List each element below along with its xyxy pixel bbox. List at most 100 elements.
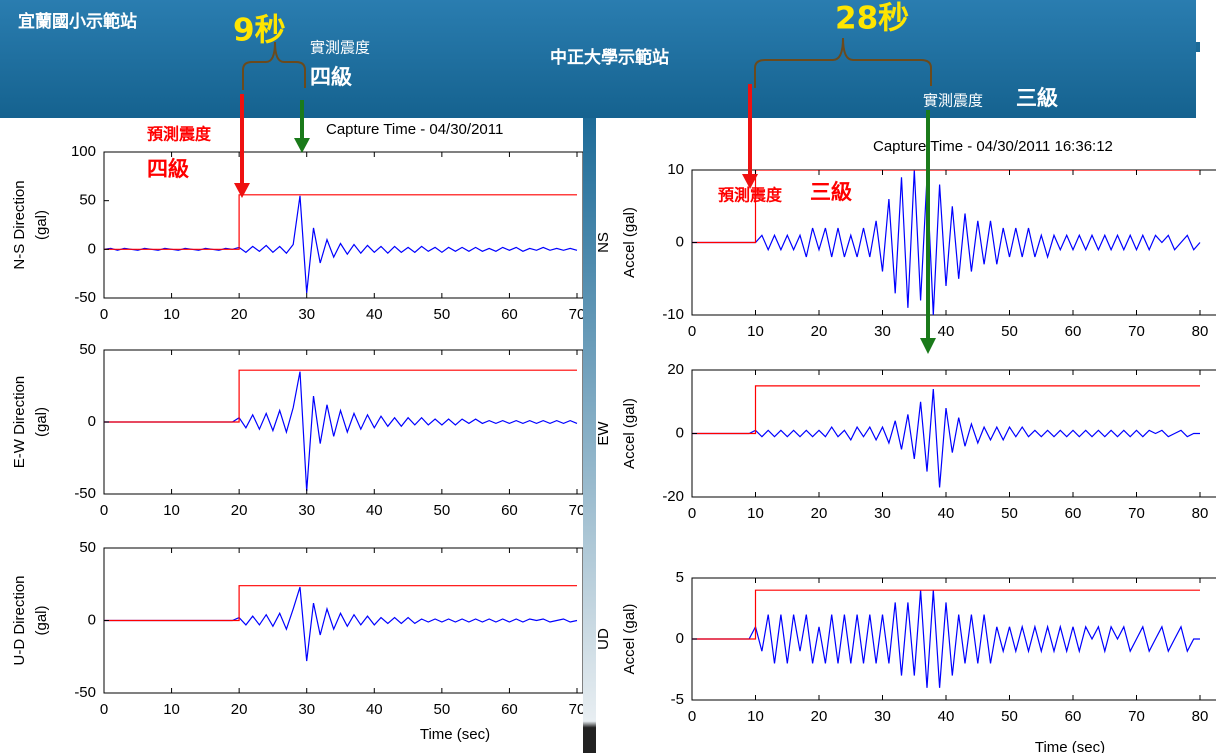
x-tick-label: 20 [811, 323, 828, 340]
y-axis-label: E-W Direction [11, 376, 28, 469]
y-tick-label: 50 [79, 192, 96, 209]
x-tick-label: 50 [434, 306, 451, 323]
y-tick-label: -5 [671, 691, 684, 708]
chart-title: Capture Time - 04/30/2011 [326, 121, 503, 138]
y-tick-label: -50 [74, 485, 96, 502]
x-tick-label: 40 [366, 502, 383, 519]
x-tick-label: 80 [1192, 323, 1209, 340]
x-tick-label: 60 [1065, 505, 1082, 522]
y-axis-label: Accel (gal) [621, 398, 638, 469]
y-axis-label: Accel (gal) [621, 604, 638, 675]
x-tick-label: 30 [298, 306, 315, 323]
arrow-head [294, 138, 310, 153]
y-tick-label: 100 [71, 143, 96, 160]
x-tick-label: 0 [100, 306, 108, 323]
x-tick-label: 0 [688, 505, 696, 522]
station-right: 中正大學示範站 [550, 47, 669, 68]
x-tick-label: 0 [100, 502, 108, 519]
x-tick-label: 30 [874, 505, 891, 522]
left-brace [242, 41, 306, 90]
right-delay: 28秒 [835, 1, 909, 37]
plot-area [103, 151, 584, 299]
x-tick-label: 60 [501, 306, 518, 323]
trace [692, 590, 1200, 688]
left-measured-level: 四級 [310, 65, 352, 89]
x-tick-label: 40 [938, 505, 955, 522]
plot-area [691, 577, 1216, 701]
x-tick-label: 60 [1065, 323, 1082, 340]
x-tick-label: 0 [100, 701, 108, 718]
x-tick-label: 70 [1128, 323, 1145, 340]
y-tick-label: -50 [74, 684, 96, 701]
x-tick-label: 60 [1065, 708, 1082, 725]
arrow-head [234, 183, 250, 198]
x-axis-label: Time (sec) [1035, 739, 1105, 753]
trace [692, 170, 1200, 244]
left-predicted-label: 預測震度 [147, 125, 212, 144]
x-tick-label: 60 [501, 701, 518, 718]
x-tick-label: 50 [434, 701, 451, 718]
chart-title: Capture Time - 04/30/2011 16:36:12 [873, 138, 1113, 155]
y-axis-label: NS [595, 232, 612, 253]
right-brace [754, 37, 932, 88]
x-tick-label: 80 [1192, 708, 1209, 725]
y-tick-label: 50 [79, 341, 96, 358]
station-left: 宜蘭國小示範站 [18, 11, 137, 32]
right-measured-label: 實測震度 [923, 92, 983, 110]
y-tick-label: 0 [88, 240, 96, 257]
y-axis-label: (gal) [33, 407, 50, 437]
x-axis-label: Time (sec) [420, 726, 490, 743]
x-tick-label: 20 [231, 306, 248, 323]
trace [104, 585, 577, 622]
y-axis-label: UD [595, 628, 612, 650]
left-predicted-level: 四級 [147, 157, 189, 181]
x-tick-label: 20 [811, 505, 828, 522]
right-predicted-level: 三級 [810, 180, 852, 204]
y-axis-label: EW [595, 421, 612, 446]
trace [692, 170, 1201, 315]
x-tick-label: 70 [1128, 708, 1145, 725]
x-tick-label: 50 [1001, 323, 1018, 340]
x-tick-label: 40 [366, 701, 383, 718]
y-axis-label: (gal) [33, 605, 50, 635]
x-tick-label: 10 [747, 323, 764, 340]
y-tick-label: 20 [667, 361, 684, 378]
y-tick-label: 0 [676, 630, 684, 647]
header-band [0, 0, 1196, 118]
x-tick-label: 40 [366, 306, 383, 323]
x-tick-label: 20 [231, 502, 248, 519]
x-tick-label: 70 [569, 306, 586, 323]
trace [692, 589, 1200, 640]
header-mark [1196, 42, 1200, 52]
right-predicted-label: 預測震度 [718, 186, 783, 205]
trace [692, 385, 1200, 435]
y-tick-label: 0 [88, 413, 96, 430]
trace [104, 194, 577, 250]
y-tick-label: 50 [79, 539, 96, 556]
x-tick-label: 30 [874, 323, 891, 340]
x-tick-label: 10 [747, 708, 764, 725]
divider [583, 118, 596, 753]
y-tick-label: -50 [74, 289, 96, 306]
right-measured-level: 三級 [1016, 86, 1058, 110]
y-axis-label: Accel (gal) [621, 207, 638, 278]
y-axis-label: (gal) [33, 210, 50, 240]
trace [104, 369, 577, 423]
left-measured-label: 實測震度 [310, 39, 370, 57]
x-tick-label: 10 [747, 505, 764, 522]
arrow-head [920, 338, 936, 354]
x-tick-label: 0 [688, 708, 696, 725]
y-tick-label: 0 [88, 611, 96, 628]
arrow-head [742, 174, 758, 189]
x-tick-label: 70 [569, 502, 586, 519]
x-tick-label: 20 [231, 701, 248, 718]
x-tick-label: 20 [811, 708, 828, 725]
